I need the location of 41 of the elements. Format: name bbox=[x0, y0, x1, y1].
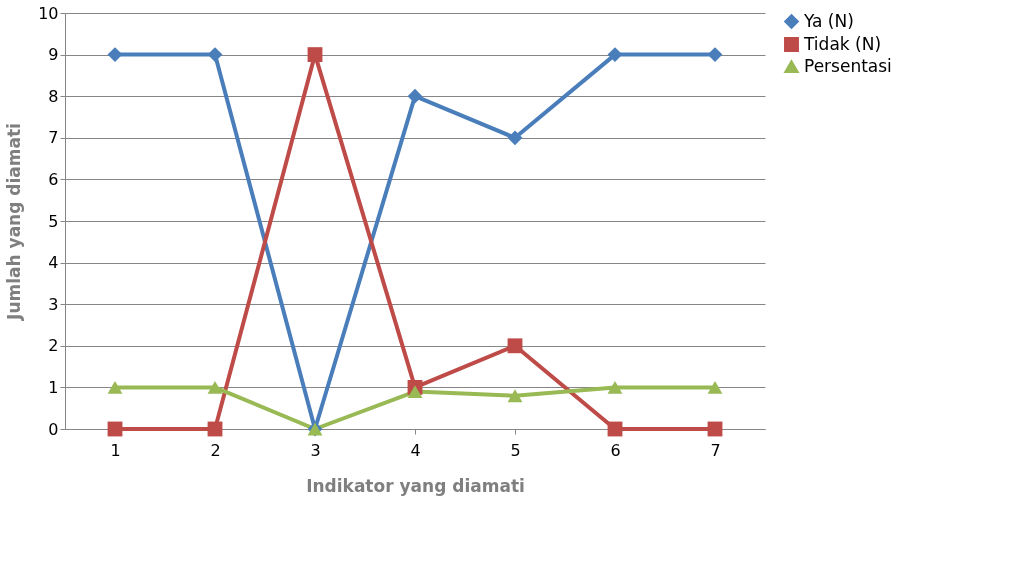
x-tick-label: 3 bbox=[310, 440, 321, 460]
y-tick-label: 2 bbox=[48, 336, 59, 356]
legend-label: Persentasi bbox=[804, 55, 892, 76]
y-tick-label: 0 bbox=[48, 419, 59, 439]
point bbox=[207, 380, 223, 394]
y-tick-label: 5 bbox=[48, 211, 59, 231]
point bbox=[507, 389, 523, 403]
point bbox=[107, 421, 123, 437]
legend-label: Tidak (N) bbox=[803, 33, 882, 54]
y-tick-label: 3 bbox=[48, 294, 59, 314]
legend-label: Ya (N) bbox=[803, 10, 854, 31]
y-tick-label: 8 bbox=[48, 86, 59, 106]
y-tick-label: 4 bbox=[48, 253, 59, 273]
point bbox=[107, 47, 123, 63]
y-tick-label: 9 bbox=[48, 45, 59, 65]
point bbox=[607, 380, 623, 394]
y-tick-label: 7 bbox=[48, 128, 59, 148]
point bbox=[207, 47, 223, 63]
x-axis-title: Indikator yang diamati bbox=[306, 475, 525, 496]
y-tick-label: 1 bbox=[48, 377, 59, 397]
point bbox=[507, 338, 523, 354]
point bbox=[707, 380, 723, 394]
x-tick-label: 6 bbox=[610, 440, 621, 460]
x-tick-label: 7 bbox=[710, 440, 721, 460]
point bbox=[407, 385, 423, 398]
point bbox=[607, 47, 623, 63]
x-tick-label: 2 bbox=[210, 440, 221, 460]
x-tick-label: 4 bbox=[410, 440, 421, 460]
point bbox=[707, 421, 723, 437]
x-tick-label: 5 bbox=[510, 440, 521, 460]
point bbox=[207, 421, 223, 437]
point bbox=[507, 130, 523, 146]
point bbox=[407, 88, 423, 104]
y-tick-label: 10 bbox=[38, 3, 59, 23]
x-tick-label: 1 bbox=[110, 440, 121, 460]
y-tick-label: 6 bbox=[48, 169, 59, 189]
point bbox=[707, 47, 723, 63]
point bbox=[107, 380, 123, 394]
y-axis-title: Jumlah yang diamati bbox=[4, 123, 25, 321]
point bbox=[307, 47, 323, 63]
point bbox=[607, 421, 623, 437]
